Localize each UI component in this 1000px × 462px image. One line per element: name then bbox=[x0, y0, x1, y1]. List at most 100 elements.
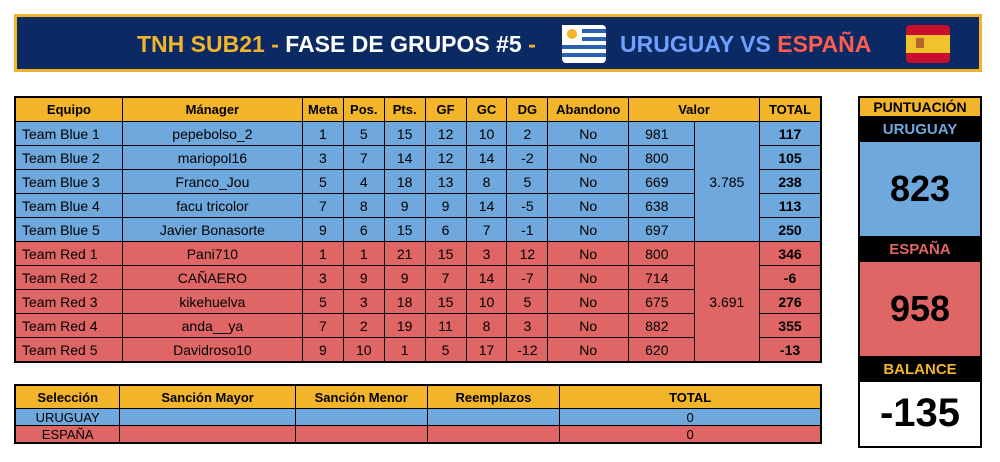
away-score-label: ESPAÑA bbox=[858, 238, 982, 262]
column-header: Meta bbox=[301, 96, 344, 122]
spain-flag-icon bbox=[906, 25, 950, 63]
team-cell: Team Blue 5 bbox=[14, 217, 123, 242]
pos-cell: 5 bbox=[342, 121, 385, 146]
score-heading: PUNTUACIÓN bbox=[858, 96, 982, 118]
dg-cell: -5 bbox=[506, 193, 549, 218]
column-header: Mánager bbox=[121, 96, 303, 122]
team-cell: Team Red 4 bbox=[14, 313, 123, 338]
abandono-cell: No bbox=[547, 145, 630, 170]
table-header-row: Selección Sanción Mayor Sanción Menor Re… bbox=[14, 384, 822, 409]
column-header: Selección bbox=[14, 384, 121, 409]
total-cell: 276 bbox=[759, 289, 822, 314]
sanctions-table: Selección Sanción Mayor Sanción Menor Re… bbox=[14, 384, 822, 444]
stage-label: FASE DE GRUPOS #5 bbox=[285, 31, 522, 57]
sancion-menor-cell bbox=[294, 408, 428, 426]
pts-cell: 18 bbox=[383, 289, 426, 314]
reemplazos-cell bbox=[426, 425, 561, 444]
column-header: Valor bbox=[628, 96, 761, 122]
manager-cell: CAÑAERO bbox=[121, 265, 303, 290]
column-header: TOTAL bbox=[759, 96, 822, 122]
total-cell: 105 bbox=[759, 145, 822, 170]
sancion-mayor-cell bbox=[119, 425, 296, 444]
team-cell: Team Red 5 bbox=[14, 337, 123, 363]
seleccion-cell: ESPAÑA bbox=[14, 425, 121, 444]
gf-cell: 9 bbox=[424, 193, 467, 218]
dg-cell: 5 bbox=[506, 169, 549, 194]
abandono-cell: No bbox=[547, 337, 630, 363]
gc-cell: 14 bbox=[465, 193, 508, 218]
abandono-cell: No bbox=[547, 121, 630, 146]
manager-cell: Pani710 bbox=[121, 241, 303, 266]
pts-cell: 1 bbox=[383, 337, 426, 363]
table-row: URUGUAY 0 bbox=[14, 408, 822, 426]
pts-cell: 14 bbox=[383, 145, 426, 170]
meta-cell: 5 bbox=[301, 169, 344, 194]
column-header: GF bbox=[424, 96, 467, 122]
table-row: Team Blue 3 Franco_Jou 5 4 18 13 8 5 No … bbox=[14, 169, 822, 194]
manager-cell: pepebolso_2 bbox=[121, 121, 303, 146]
pts-cell: 21 bbox=[383, 241, 426, 266]
total-cell: 117 bbox=[759, 121, 822, 146]
pts-cell: 19 bbox=[383, 313, 426, 338]
pts-cell: 18 bbox=[383, 169, 426, 194]
sancion-menor-cell bbox=[294, 425, 428, 444]
pos-cell: 6 bbox=[342, 217, 385, 242]
total-cell: -6 bbox=[759, 265, 822, 290]
column-header: Reemplazos bbox=[426, 384, 561, 409]
column-header: Sanción Mayor bbox=[119, 384, 296, 409]
total-cell: 355 bbox=[759, 313, 822, 338]
valor-cell: 714 bbox=[628, 265, 695, 290]
sancion-mayor-cell bbox=[119, 408, 296, 426]
column-header: GC bbox=[465, 96, 508, 122]
total-cell: -13 bbox=[759, 337, 822, 363]
manager-cell: Franco_Jou bbox=[121, 169, 303, 194]
meta-cell: 3 bbox=[301, 145, 344, 170]
team-cell: Team Red 3 bbox=[14, 289, 123, 314]
gc-cell: 8 bbox=[465, 313, 508, 338]
table-row: Team Red 5 Davidroso10 9 10 1 5 17 -12 N… bbox=[14, 337, 822, 363]
gf-cell: 12 bbox=[424, 145, 467, 170]
gf-cell: 6 bbox=[424, 217, 467, 242]
dg-cell: -1 bbox=[506, 217, 549, 242]
match-title: URUGUAY VS ESPAÑA bbox=[620, 31, 871, 58]
manager-cell: mariopol16 bbox=[121, 145, 303, 170]
table-row: Team Blue 1 pepebolso_2 1 5 15 12 10 2 N… bbox=[14, 121, 822, 242]
title-separator: - bbox=[521, 31, 536, 57]
meta-cell: 3 bbox=[301, 265, 344, 290]
gf-cell: 15 bbox=[424, 289, 467, 314]
gc-cell: 10 bbox=[465, 289, 508, 314]
meta-cell: 7 bbox=[301, 193, 344, 218]
team-cell: Team Red 1 bbox=[14, 241, 123, 266]
valor-cell: 669 bbox=[628, 169, 695, 194]
abandono-cell: No bbox=[547, 265, 630, 290]
total-cell: 0 bbox=[559, 408, 822, 426]
manager-cell: Davidroso10 bbox=[121, 337, 303, 363]
pos-cell: 8 bbox=[342, 193, 385, 218]
manager-cell: kikehuelva bbox=[121, 289, 303, 314]
gc-cell: 8 bbox=[465, 169, 508, 194]
vs-label: VS bbox=[733, 31, 778, 57]
dg-cell: 5 bbox=[506, 289, 549, 314]
score-panel: PUNTUACIÓN URUGUAY 823 ESPAÑA 958 BALANC… bbox=[858, 96, 982, 448]
gf-cell: 5 bbox=[424, 337, 467, 363]
pts-cell: 15 bbox=[383, 121, 426, 146]
pos-cell: 2 bbox=[342, 313, 385, 338]
dg-cell: 2 bbox=[506, 121, 549, 146]
column-header: Abandono bbox=[547, 96, 630, 122]
gf-cell: 12 bbox=[424, 121, 467, 146]
away-team-name: ESPAÑA bbox=[777, 31, 872, 57]
valor-cell: 981 bbox=[628, 121, 695, 146]
column-header: DG bbox=[506, 96, 549, 122]
dg-cell: -7 bbox=[506, 265, 549, 290]
meta-cell: 5 bbox=[301, 289, 344, 314]
table-row: Team Red 1 Pani710 1 1 21 15 3 12 No 800… bbox=[14, 241, 822, 363]
gc-cell: 14 bbox=[465, 265, 508, 290]
team-cell: Team Blue 3 bbox=[14, 169, 123, 194]
dg-cell: 12 bbox=[506, 241, 549, 266]
pts-cell: 9 bbox=[383, 265, 426, 290]
column-header: Pos. bbox=[342, 96, 385, 122]
table-row: Team Blue 4 facu tricolor 7 8 9 9 14 -5 … bbox=[14, 193, 822, 218]
gf-cell: 13 bbox=[424, 169, 467, 194]
pts-cell: 15 bbox=[383, 217, 426, 242]
team-cell: Team Red 2 bbox=[14, 265, 123, 290]
